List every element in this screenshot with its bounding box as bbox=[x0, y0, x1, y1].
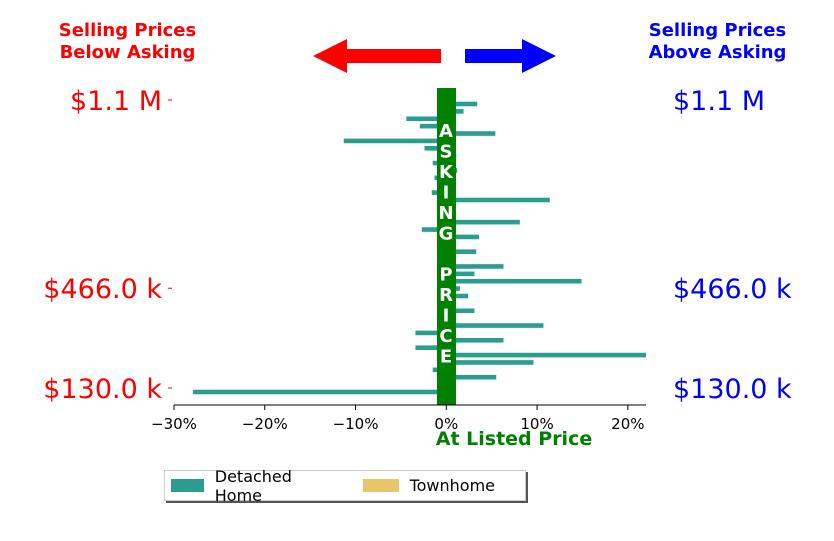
asking-price-band bbox=[437, 88, 456, 405]
x-axis: −30% −20% −10% 0% 10% 20% bbox=[151, 404, 646, 433]
bar-detached-20 bbox=[446, 249, 477, 254]
bar-detached-3 bbox=[419, 123, 447, 129]
asking-letter-1: S bbox=[440, 142, 453, 163]
bar-detached-5 bbox=[343, 138, 447, 144]
bar-detached-24 bbox=[446, 278, 582, 284]
asking-letter-5: G bbox=[439, 224, 454, 245]
legend-swatch-townhome bbox=[362, 479, 399, 492]
x-tick-label-5: 20% bbox=[611, 415, 644, 433]
bar-detached-39 bbox=[193, 389, 447, 395]
bar-detached-0 bbox=[446, 101, 478, 107]
y-tick-label-left-0: $1.1 M bbox=[70, 86, 162, 117]
y-tick-label-left-1: $466.0 k bbox=[43, 274, 162, 305]
y-axis-right: $1.1 M $466.0 k $130.0 k bbox=[673, 86, 792, 405]
bar-detached-34 bbox=[446, 352, 646, 358]
bars-group bbox=[193, 101, 646, 395]
x-tick-label-4: 10% bbox=[520, 415, 553, 433]
x-tick-label-0: −30% bbox=[151, 415, 197, 433]
asking-letter-8: R bbox=[439, 285, 453, 306]
bar-detached-17 bbox=[421, 227, 447, 232]
bar-detached-4 bbox=[446, 131, 496, 136]
legend: Detached Home Townhome bbox=[164, 467, 526, 505]
at-listed-price-label: At Listed Price bbox=[436, 428, 592, 450]
left-arrow-icon bbox=[313, 39, 441, 73]
x-tick-label-2: −10% bbox=[333, 415, 379, 433]
asking-letter-4: N bbox=[438, 203, 453, 224]
bar-detached-31 bbox=[415, 330, 447, 336]
below-asking-title: Selling Prices Below Asking bbox=[58, 20, 197, 63]
asking-letter-3: I bbox=[443, 183, 450, 204]
bar-detached-32 bbox=[446, 338, 504, 343]
y-tick-label-right-2: $130.0 k bbox=[673, 374, 792, 405]
bar-detached-16 bbox=[446, 219, 520, 225]
asking-letter-0: A bbox=[439, 121, 453, 142]
asking-letter-9: I bbox=[443, 306, 450, 327]
bar-detached-2 bbox=[406, 116, 447, 122]
y-axis-left: $1.1 M $466.0 k $130.0 k bbox=[43, 86, 172, 405]
legend-label-townhome: Townhome bbox=[409, 476, 495, 495]
above-asking-title: Selling Prices Above Asking bbox=[648, 20, 787, 63]
legend-swatch-detached bbox=[171, 479, 204, 492]
asking-letter-7: P bbox=[439, 265, 452, 286]
bar-detached-33 bbox=[415, 345, 447, 350]
bar-detached-22 bbox=[446, 264, 504, 269]
y-tick-label-left-2: $130.0 k bbox=[43, 374, 162, 405]
bar-detached-23 bbox=[446, 271, 475, 277]
bar-detached-30 bbox=[446, 323, 544, 328]
bar-detached-35 bbox=[446, 360, 534, 365]
y-tick-label-right-0: $1.1 M bbox=[673, 86, 765, 117]
legend-item-townhome: Townhome bbox=[362, 476, 495, 495]
legend-label-detached: Detached Home bbox=[214, 466, 292, 505]
bar-detached-28 bbox=[446, 308, 475, 314]
legend-item-detached: Detached Home bbox=[171, 467, 333, 505]
asking-letter-10: C bbox=[439, 326, 452, 347]
bar-detached-26 bbox=[446, 293, 469, 299]
asking-letter-11: E bbox=[440, 347, 452, 368]
bar-detached-37 bbox=[446, 374, 497, 380]
x-tick-label-1: −20% bbox=[242, 415, 288, 433]
bar-detached-18 bbox=[446, 234, 479, 240]
y-tick-label-right-1: $466.0 k bbox=[673, 274, 792, 305]
right-arrow-icon bbox=[465, 39, 556, 73]
x-tick-label-3: 0% bbox=[434, 415, 458, 433]
bar-detached-13 bbox=[446, 197, 550, 203]
bar-detached-6 bbox=[424, 146, 447, 151]
asking-letter-2: K bbox=[439, 162, 454, 183]
